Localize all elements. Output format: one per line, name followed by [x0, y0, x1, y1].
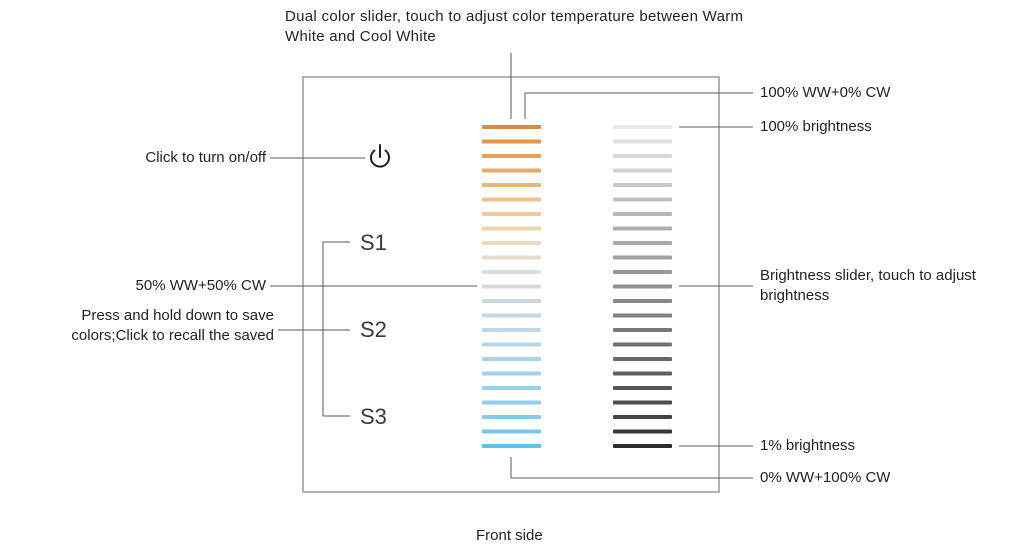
- power-icon[interactable]: [370, 144, 390, 168]
- color-slider-segment[interactable]: [482, 241, 541, 245]
- scene-key-s1[interactable]: S1: [360, 230, 387, 255]
- color-slider-segment[interactable]: [482, 371, 541, 376]
- brightness-slider-segment[interactable]: [613, 139, 672, 144]
- label-scene: Press and hold down to save colors;Click…: [71, 307, 274, 344]
- title-callout: Dual color slider, touch to adjust color…: [285, 8, 744, 45]
- brightness-slider-segment[interactable]: [613, 197, 672, 202]
- brightness-slider-segment[interactable]: [613, 154, 672, 158]
- brightness-slider-segment[interactable]: [613, 444, 672, 448]
- brightness-slider[interactable]: [613, 125, 672, 448]
- brightness-slider-segment[interactable]: [613, 168, 672, 173]
- color-slider-segment[interactable]: [482, 139, 541, 144]
- scene-bracket: [322, 241, 350, 417]
- label-top-color: 100% WW+0% CW: [760, 84, 891, 101]
- label-top-brightness: 100% brightness: [760, 118, 872, 135]
- brightness-slider-segment[interactable]: [613, 386, 672, 390]
- brightness-slider-segment[interactable]: [613, 183, 672, 187]
- label-mid-color: 50% WW+50% CW: [135, 277, 266, 294]
- brightness-slider-segment[interactable]: [613, 415, 672, 419]
- top-color-leader: [524, 92, 753, 119]
- label-bottom-color: 0% WW+100% CW: [760, 469, 891, 486]
- color-slider-segment[interactable]: [482, 299, 541, 303]
- brightness-slider-segment[interactable]: [613, 357, 672, 361]
- color-slider-segment[interactable]: [482, 255, 541, 260]
- bottom-color-leader: [510, 457, 753, 479]
- color-slider-segment[interactable]: [482, 197, 541, 202]
- caption-front-side: Front side: [476, 527, 543, 544]
- color-slider-segment[interactable]: [482, 328, 541, 332]
- brightness-slider-segment[interactable]: [613, 241, 672, 245]
- color-slider-segment[interactable]: [482, 429, 541, 434]
- color-slider-segment[interactable]: [482, 444, 541, 448]
- brightness-slider-segment[interactable]: [613, 255, 672, 260]
- color-slider-segment[interactable]: [482, 284, 541, 289]
- brightness-slider-segment[interactable]: [613, 270, 672, 274]
- brightness-slider-segment[interactable]: [613, 342, 672, 347]
- brightness-slider-segment[interactable]: [613, 125, 672, 129]
- color-slider-segment[interactable]: [482, 183, 541, 187]
- brightness-slider-segment[interactable]: [613, 284, 672, 289]
- brightness-slider-segment[interactable]: [613, 212, 672, 216]
- label-brightness-slider: Brightness slider, touch to adjust brigh…: [760, 267, 976, 304]
- label-power: Click to turn on/off: [145, 149, 266, 166]
- brightness-slider-segment[interactable]: [613, 226, 672, 231]
- color-slider-segment[interactable]: [482, 212, 541, 216]
- color-slider-segment[interactable]: [482, 168, 541, 173]
- color-slider-segment[interactable]: [482, 226, 541, 231]
- color-slider-segment[interactable]: [482, 270, 541, 274]
- color-slider-segment[interactable]: [482, 357, 541, 361]
- color-slider-segment[interactable]: [482, 342, 541, 347]
- color-slider-segment[interactable]: [482, 386, 541, 390]
- brightness-slider-segment[interactable]: [613, 328, 672, 332]
- color-slider-segment[interactable]: [482, 125, 541, 129]
- color-slider-segment[interactable]: [482, 313, 541, 318]
- label-low-brightness: 1% brightness: [760, 437, 856, 454]
- color-slider-segment[interactable]: [482, 400, 541, 405]
- scene-key-s3[interactable]: S3: [360, 404, 387, 429]
- brightness-slider-segment[interactable]: [613, 400, 672, 405]
- color-slider-segment[interactable]: [482, 154, 541, 158]
- color-slider-segment[interactable]: [482, 415, 541, 419]
- brightness-slider-segment[interactable]: [613, 429, 672, 434]
- brightness-slider-segment[interactable]: [613, 313, 672, 318]
- brightness-slider-segment[interactable]: [613, 371, 672, 376]
- brightness-slider-segment[interactable]: [613, 299, 672, 303]
- scene-key-s2[interactable]: S2: [360, 317, 387, 342]
- color-slider[interactable]: [482, 125, 541, 448]
